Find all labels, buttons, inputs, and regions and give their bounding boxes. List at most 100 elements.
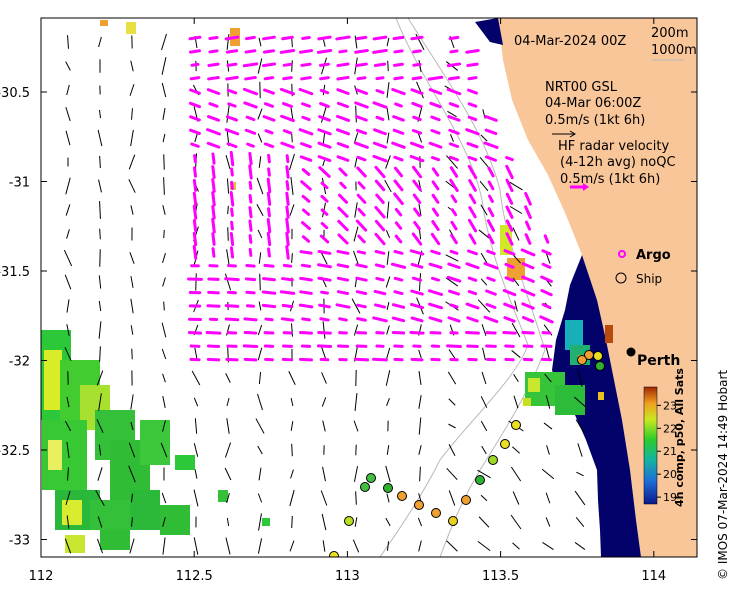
radar-vector: [450, 194, 458, 204]
model-vector: [257, 445, 263, 455]
radar-label-line3: 0.5m/s (1kt 6h): [560, 172, 660, 187]
radar-vector: [374, 179, 386, 192]
radar-vector: [263, 76, 275, 81]
model-vector: [291, 443, 293, 457]
model-vector: [480, 278, 488, 286]
radar-vector: [373, 62, 387, 68]
model-vector: [546, 445, 550, 455]
radar-vector: [356, 155, 367, 162]
radar-vector: [338, 317, 348, 322]
radar-vector: [487, 233, 495, 245]
y-tick-label: -33: [9, 534, 30, 549]
radar-vector: [211, 204, 216, 220]
model-vector: [419, 466, 421, 482]
radar-vector: [316, 48, 333, 54]
model-vector: [418, 395, 422, 409]
radar-vector: [467, 155, 478, 162]
model-vector: [512, 542, 520, 550]
radar-vector: [301, 208, 311, 216]
radar-vector: [372, 154, 388, 163]
radar-vector: [374, 263, 386, 269]
model-vector: [163, 154, 165, 170]
radar-vector: [242, 87, 259, 96]
model-vector: [574, 542, 586, 550]
model-vector: [480, 420, 488, 432]
model-vector: [509, 181, 523, 191]
model-vector: [288, 371, 296, 385]
radar-vector: [299, 290, 313, 295]
radar-vector: [243, 331, 258, 335]
ship-marker: [329, 551, 339, 557]
radar-vector: [339, 181, 347, 190]
model-vector: [291, 60, 293, 72]
model-current-vectors: [63, 33, 587, 555]
model-vector: [65, 177, 71, 195]
model-vector: [162, 537, 166, 555]
radar-vector: [505, 164, 514, 180]
ship-legend-label: Ship: [636, 272, 662, 286]
model-vector: [225, 154, 231, 170]
model-vector: [98, 444, 102, 456]
radar-vector: [248, 180, 253, 190]
radar-vector: [285, 217, 290, 234]
radar-vector: [373, 128, 387, 136]
radar-vector: [189, 128, 201, 135]
radar-vector: [189, 88, 201, 95]
model-vector: [98, 179, 102, 193]
model-vector: [477, 469, 491, 479]
radar-vector: [430, 249, 441, 256]
radar-vector: [541, 249, 552, 256]
radar-vector: [521, 331, 535, 335]
model-vector: [576, 471, 584, 477]
radar-vector: [430, 115, 441, 122]
radar-vector: [486, 219, 496, 232]
model-vector: [511, 350, 521, 358]
radar-vector: [524, 220, 532, 231]
radar-vector: [335, 114, 351, 122]
radar-vector: [206, 304, 221, 308]
model-vector: [320, 490, 328, 506]
model-vector: [353, 250, 359, 266]
radar-vector: [465, 262, 480, 270]
model-vector: [161, 82, 167, 98]
model-vector: [257, 229, 263, 239]
radar-vector: [336, 141, 350, 149]
model-vector: [163, 177, 165, 195]
radar-vector: [338, 49, 348, 54]
radar-vector: [318, 303, 331, 309]
model-vector: [446, 155, 458, 169]
radar-vector: [226, 88, 238, 95]
radar-vector: [230, 167, 234, 177]
model-vector: [291, 515, 293, 529]
model-vector: [386, 132, 390, 144]
radar-vector: [301, 115, 311, 122]
model-vector: [445, 277, 459, 287]
radar-vector: [281, 277, 294, 282]
radar-vector: [206, 128, 221, 136]
radar-vector: [261, 290, 277, 295]
city-label: Perth: [637, 353, 680, 369]
radar-vector: [281, 303, 294, 309]
radar-vector: [190, 142, 200, 148]
model-vector: [322, 131, 326, 145]
radar-vector: [410, 35, 424, 41]
ship-marker: [475, 475, 485, 485]
model-vector: [447, 110, 457, 118]
radar-vector: [336, 276, 350, 282]
model-vector: [477, 540, 491, 552]
ship-marker: [448, 516, 458, 526]
radar-vector: [393, 155, 404, 162]
radar-vector: [372, 316, 388, 323]
model-vector: [480, 494, 488, 502]
radar-vector: [211, 177, 216, 193]
radar-vector: [467, 289, 478, 296]
y-tick-label: -32: [9, 355, 30, 370]
radar-vector: [230, 207, 234, 217]
radar-vector: [487, 207, 495, 218]
radar-vector: [298, 87, 314, 96]
radar-vector: [206, 357, 221, 362]
radar-vector: [207, 75, 220, 81]
radar-vector: [211, 152, 216, 165]
radar-vector: [412, 49, 422, 54]
